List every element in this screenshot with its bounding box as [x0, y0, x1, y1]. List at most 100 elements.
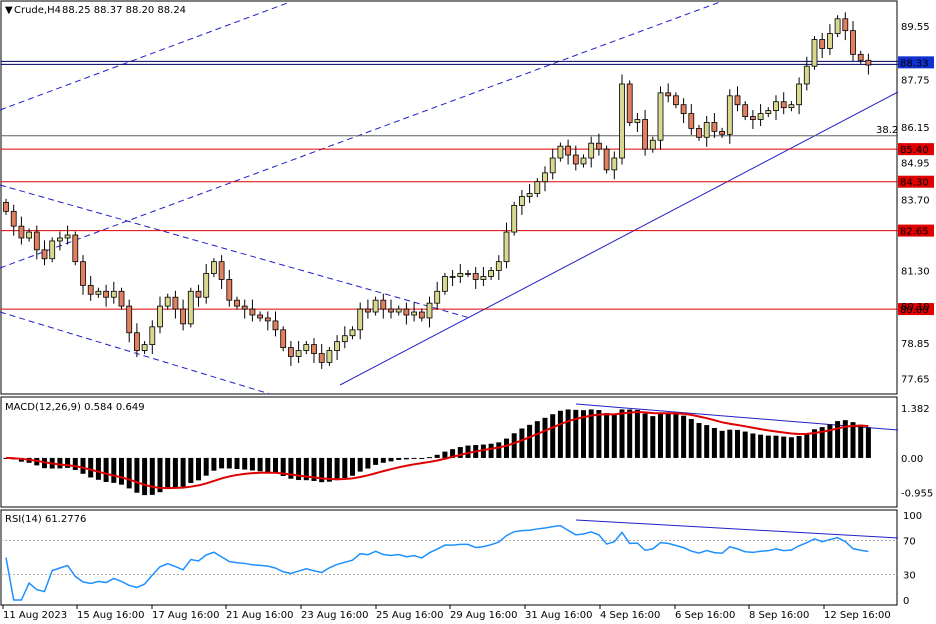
candle: [827, 33, 833, 49]
candle: [657, 92, 664, 141]
price-tick: 89.55: [901, 22, 930, 33]
candle: [64, 234, 71, 239]
candle: [318, 353, 325, 363]
macd-bar: [673, 413, 679, 458]
time-tick: 15 Aug 16:00: [77, 610, 144, 621]
candle: [449, 276, 456, 278]
dropdown-arrow-icon[interactable]: ▼: [5, 5, 13, 16]
macd-histogram: [3, 409, 871, 496]
macd-bar: [211, 457, 217, 471]
time-tick: 21 Aug 16:00: [226, 610, 293, 621]
candle: [149, 326, 156, 346]
price-tick: 77.65: [901, 375, 930, 386]
macd-bar: [781, 436, 787, 458]
macd-bar: [758, 434, 764, 458]
candle: [519, 196, 525, 206]
candle: [819, 39, 826, 49]
candle: [264, 317, 271, 322]
rsi-pane[interactable]: [0, 509, 898, 606]
level-label: 84.30: [900, 178, 929, 189]
macd-bar: [419, 457, 425, 459]
trendline[interactable]: [0, 184, 471, 319]
macd-bar: [119, 457, 124, 485]
candle: [226, 279, 233, 301]
candle: [3, 202, 9, 212]
macd-bar: [226, 457, 232, 469]
macd-bar: [388, 457, 394, 462]
candle: [696, 127, 702, 138]
macd-bar: [280, 457, 286, 477]
macd-bar: [103, 457, 109, 482]
macd-bar: [796, 435, 802, 458]
candle: [157, 305, 163, 328]
candle: [172, 296, 179, 310]
trendline[interactable]: [0, 311, 271, 395]
candle: [465, 273, 471, 275]
macd-bar: [650, 416, 656, 458]
candle: [488, 270, 495, 277]
candle: [241, 305, 248, 310]
macd-bar: [504, 438, 509, 458]
macd-bar: [804, 433, 810, 458]
trendline[interactable]: [0, 1, 721, 269]
macd-bar: [842, 420, 848, 458]
macd-bar: [835, 421, 841, 458]
macd-bar: [65, 457, 71, 468]
candle: [673, 95, 679, 106]
macd-bar: [380, 457, 386, 463]
candle: [26, 231, 33, 239]
candle: [187, 290, 194, 325]
candle: [480, 276, 487, 280]
time-tick: 12 Sep 16:00: [824, 610, 891, 621]
candle: [857, 53, 864, 61]
trendline[interactable]: [575, 519, 899, 539]
macd-bar: [557, 410, 563, 458]
macd-bar: [550, 414, 556, 458]
candle: [426, 302, 433, 319]
macd-bar: [627, 409, 633, 458]
level-label: 80.00: [900, 305, 929, 316]
candle: [126, 305, 133, 334]
current-price-tag: [898, 56, 934, 69]
macd-bar: [688, 419, 694, 458]
candle: [341, 335, 348, 343]
macd-bar: [719, 430, 725, 458]
macd-bar: [496, 442, 502, 458]
macd-bar: [373, 457, 379, 465]
macd-bar: [203, 457, 209, 476]
macd-bar: [334, 457, 340, 481]
macd-bar: [88, 457, 94, 478]
macd-bar: [196, 457, 201, 481]
candle: [33, 231, 40, 251]
candle: [272, 320, 279, 331]
macd-bar: [134, 457, 140, 493]
macd-bar: [188, 457, 194, 483]
candle: [611, 157, 618, 171]
candle: [865, 59, 872, 66]
level-tag: [898, 224, 934, 237]
candle: [511, 205, 518, 233]
macd-bar: [342, 457, 348, 479]
time-tick: 25 Aug 16:00: [376, 610, 443, 621]
price-tick: 83.70: [901, 195, 930, 206]
level-label: 82.65: [900, 227, 929, 238]
macd-bar: [288, 457, 294, 479]
trendline[interactable]: [339, 91, 899, 386]
macd-bar: [242, 457, 248, 470]
candle: [118, 290, 125, 307]
macd-bar: [72, 457, 78, 470]
time-tick: 8 Sep 16:00: [749, 610, 809, 621]
candle: [788, 104, 795, 109]
candle: [280, 329, 287, 348]
candle: [811, 39, 818, 67]
macd-bar: [411, 457, 417, 459]
macd-bar: [581, 410, 586, 458]
macd-bar: [527, 424, 533, 458]
macd-bar: [126, 457, 132, 489]
candle: [773, 101, 779, 112]
trendline[interactable]: [0, 1, 291, 111]
horizontal-levels[interactable]: 85.40 84.30 82.65 80.00 38.2 88.33: [1, 56, 934, 316]
rsi-line: [5, 524, 869, 601]
candle: [72, 234, 79, 263]
